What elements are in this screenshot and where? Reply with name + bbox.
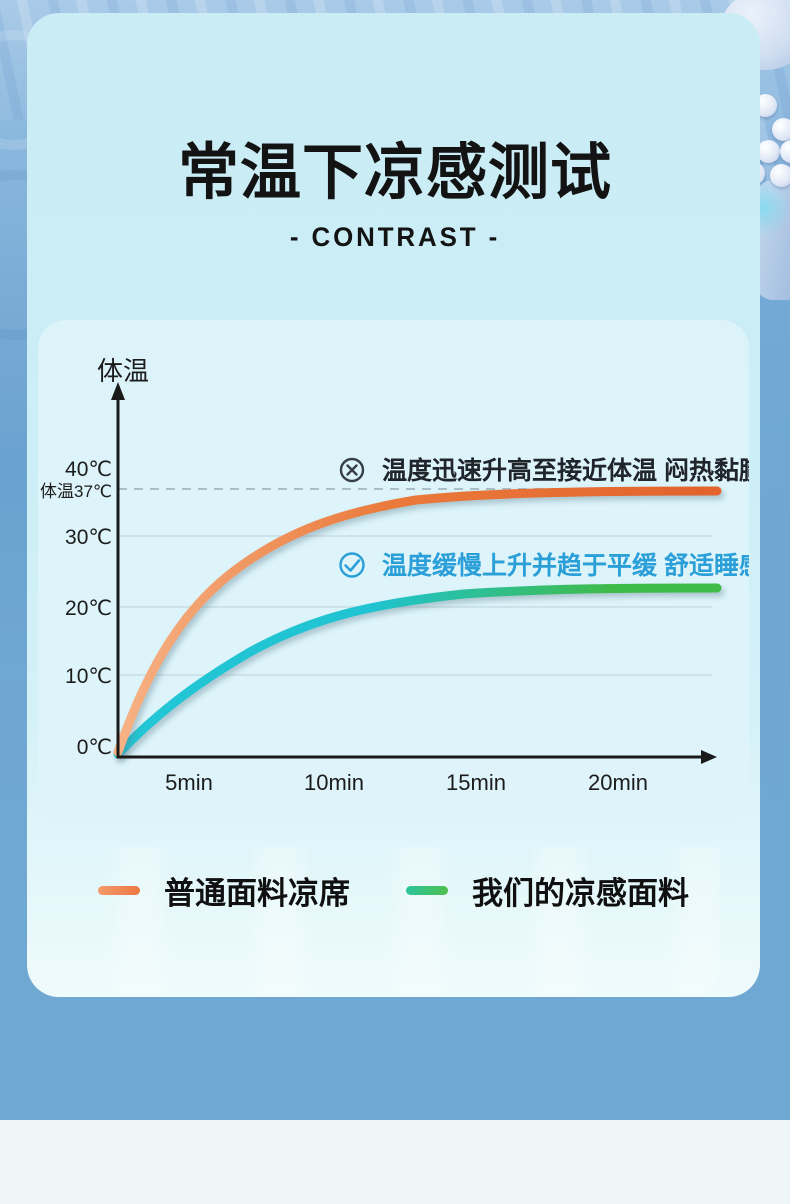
cross-circle-icon [339, 457, 365, 483]
page-title: 常温下凉感测试 [177, 138, 612, 206]
legend-label-cooling: 我们的凉感面料 [472, 876, 689, 911]
bead-decoration [772, 118, 790, 141]
temperature-chart: 体温 40℃ 体温37℃ 30℃ 20℃ 10℃ 0℃ 5min 10min 1… [40, 356, 749, 795]
x-tick-15min: 15min [446, 770, 506, 795]
x-tick-5min: 5min [165, 770, 213, 795]
chart-card: 体温 40℃ 体温37℃ 30℃ 20℃ 10℃ 0℃ 5min 10min 1… [38, 320, 749, 826]
y-axis-title: 体温 [97, 356, 149, 386]
legend-label-ordinary: 普通面料凉席 [164, 876, 350, 911]
check-circle-icon [339, 552, 365, 578]
annotation-ordinary-fabric: 温度迅速升高至接近体温 闷热黏腻 [382, 456, 749, 485]
legend-swatch-orange [98, 886, 140, 895]
page-subtitle: - CONTRAST - [289, 222, 501, 252]
legend-swatch-green [406, 886, 448, 895]
x-axis-arrow [701, 750, 717, 764]
y-tick-20: 20℃ [65, 597, 112, 620]
legend-item-ordinary: 普通面料凉席 [98, 868, 350, 913]
annotation-cooling-fabric: 温度缓慢上升并趋于平缓 舒适睡感 [382, 551, 749, 580]
chart-legend: 普通面料凉席 我们的凉感面料 [27, 868, 760, 913]
bead-decoration [780, 140, 790, 163]
cooling-fabric-curve [113, 583, 722, 759]
y-tick-40: 40℃ [65, 458, 112, 481]
bead-decoration [757, 140, 780, 163]
ordinary-fabric-curve [113, 486, 722, 757]
y-tick-10: 10℃ [65, 665, 112, 688]
y-tick-30: 30℃ [65, 526, 112, 549]
y-tick-37-bodytemp: 体温37℃ [40, 482, 112, 501]
x-tick-20min: 20min [588, 770, 648, 795]
y-tick-0: 0℃ [77, 736, 112, 759]
bottom-strip [0, 1120, 790, 1204]
y-axis-arrow [111, 382, 125, 400]
x-tick-10min: 10min [304, 770, 364, 795]
legend-item-cooling: 我们的凉感面料 [406, 868, 689, 913]
